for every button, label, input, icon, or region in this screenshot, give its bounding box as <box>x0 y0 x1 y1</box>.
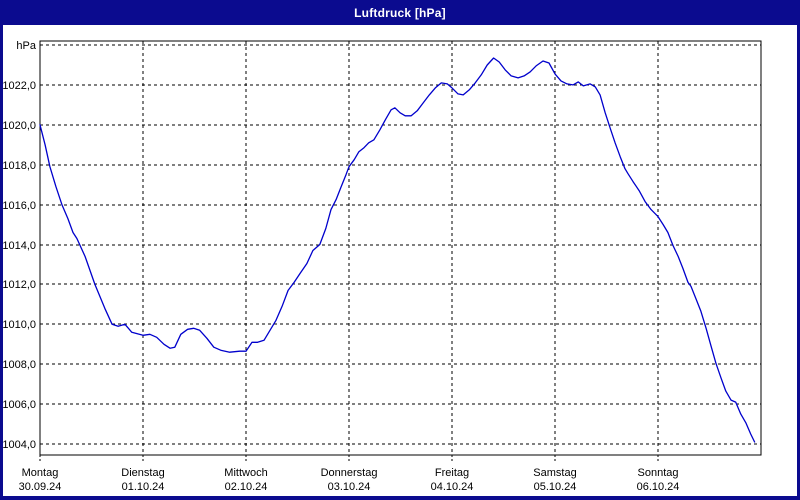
x-axis-day-label: Dienstag <box>121 467 164 479</box>
x-axis-day-label: Mittwoch <box>224 467 267 479</box>
window-title-bar: Luftdruck [hPa] <box>0 0 800 25</box>
y-axis-tick-label: 1008,0 <box>2 359 36 371</box>
x-axis-date-label: 05.10.24 <box>534 481 577 493</box>
x-axis-date-label: 03.10.24 <box>328 481 371 493</box>
y-axis-tick-label: 1022,0 <box>2 80 36 92</box>
x-axis-date-label: 06.10.24 <box>637 481 680 493</box>
x-axis-day-label: Freitag <box>435 467 469 479</box>
plot-border <box>39 40 762 456</box>
x-axis-day-label: Sonntag <box>638 467 679 479</box>
y-axis-tick-label: 1012,0 <box>2 279 36 291</box>
window-title: Luftdruck [hPa] <box>354 5 446 20</box>
y-axis-tick-label: 1016,0 <box>2 200 36 212</box>
x-axis-date-label: 04.10.24 <box>431 481 474 493</box>
chart-canvas <box>3 25 797 496</box>
y-axis-tick-label: 1014,0 <box>2 240 36 252</box>
x-axis-day-label: Montag <box>22 467 59 479</box>
y-axis-tick-label: 1010,0 <box>2 319 36 331</box>
y-axis-unit-label: hPa <box>16 40 36 52</box>
x-axis-day-label: Donnerstag <box>321 467 378 479</box>
y-axis-tick-label: 1004,0 <box>2 439 36 451</box>
y-axis-tick-label: 1018,0 <box>2 160 36 172</box>
y-axis-tick-label: 1020,0 <box>2 120 36 132</box>
x-axis-date-label: 01.10.24 <box>122 481 165 493</box>
x-axis-date-label: 30.09.24 <box>19 481 62 493</box>
y-axis-tick-label: 1006,0 <box>2 399 36 411</box>
x-axis-date-label: 02.10.24 <box>225 481 268 493</box>
pressure-line <box>39 57 756 443</box>
x-axis-day-label: Samstag <box>533 467 576 479</box>
